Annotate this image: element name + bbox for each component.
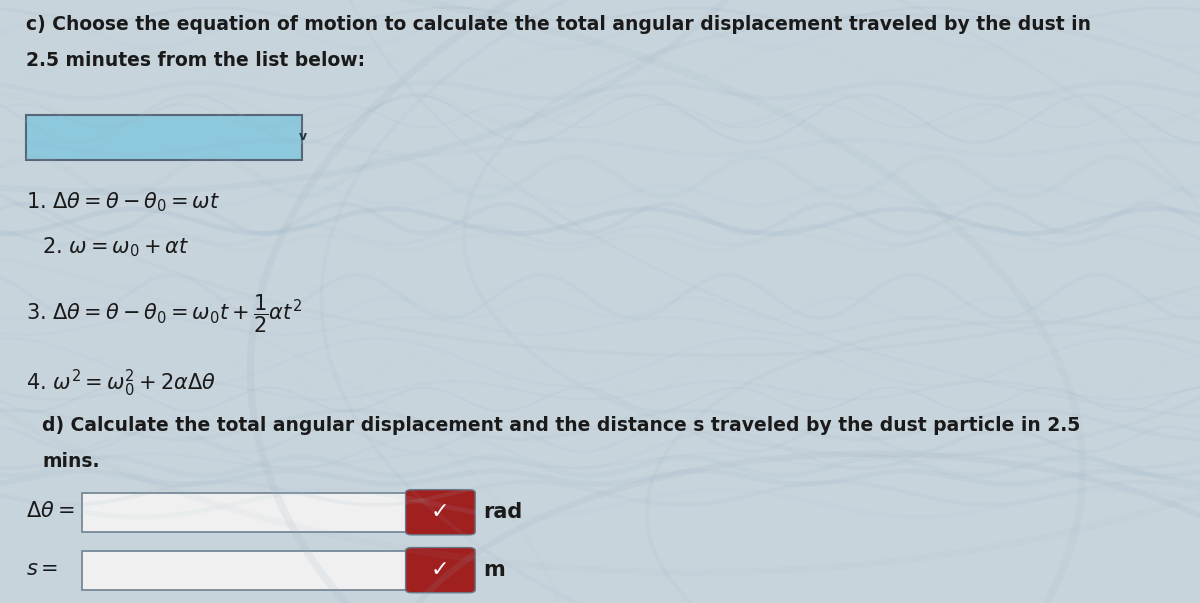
Text: 3. $\Delta\theta = \theta - \theta_0 = \omega_0 t + \dfrac{1}{2}\alpha t^2$: 3. $\Delta\theta = \theta - \theta_0 = \…	[26, 292, 302, 335]
Text: d) Calculate the total angular displacement and the distance s traveled by the d: d) Calculate the total angular displacem…	[42, 416, 1080, 435]
FancyBboxPatch shape	[406, 490, 475, 535]
Text: rad: rad	[484, 502, 523, 522]
Text: 2.5 minutes from the list below:: 2.5 minutes from the list below:	[26, 51, 366, 71]
Text: mins.: mins.	[42, 452, 100, 472]
Text: ✓: ✓	[431, 560, 450, 580]
Text: 2. $\omega = \omega_0 + \alpha t$: 2. $\omega = \omega_0 + \alpha t$	[42, 235, 190, 259]
FancyBboxPatch shape	[82, 551, 412, 590]
Text: v: v	[299, 130, 306, 144]
Text: m: m	[484, 560, 505, 580]
Text: 4. $\omega^2 = \omega_0^2 + 2\alpha\Delta\theta$: 4. $\omega^2 = \omega_0^2 + 2\alpha\Delt…	[26, 368, 217, 399]
Text: $s =$: $s =$	[26, 558, 59, 579]
Text: 1. $\Delta\theta = \theta - \theta_0 = \omega t$: 1. $\Delta\theta = \theta - \theta_0 = \…	[26, 190, 221, 213]
Text: ✓: ✓	[431, 502, 450, 522]
FancyBboxPatch shape	[406, 548, 475, 593]
FancyBboxPatch shape	[82, 493, 412, 532]
FancyBboxPatch shape	[26, 115, 302, 160]
Text: c) Choose the equation of motion to calculate the total angular displacement tra: c) Choose the equation of motion to calc…	[26, 15, 1092, 34]
Text: $\Delta\theta =$: $\Delta\theta =$	[26, 500, 74, 521]
